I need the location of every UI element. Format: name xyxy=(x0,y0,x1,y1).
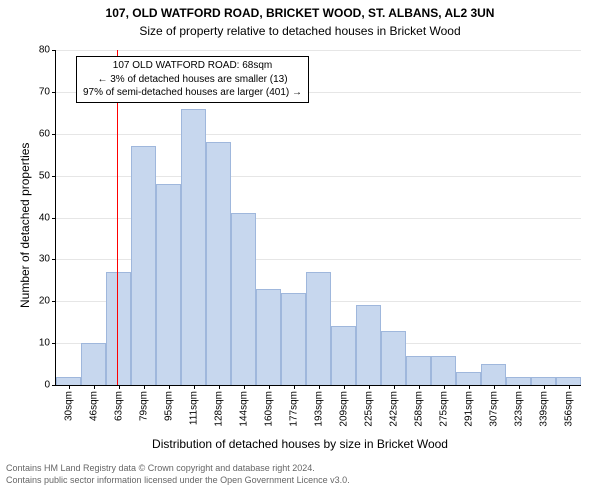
histogram-bar xyxy=(181,109,206,385)
attribution-line-1: Contains HM Land Registry data © Crown c… xyxy=(6,463,350,475)
x-tick-label: 128sqm xyxy=(213,385,224,427)
x-tick-label: 242sqm xyxy=(388,385,399,427)
histogram-bar xyxy=(356,305,381,385)
y-tick-label: 40 xyxy=(39,212,56,223)
histogram-bar xyxy=(506,377,531,385)
histogram-bar xyxy=(406,356,431,385)
annotation-box: 107 OLD WATFORD ROAD: 68sqm← 3% of detac… xyxy=(76,56,309,103)
x-tick-label: 225sqm xyxy=(363,385,374,427)
annotation-line: 97% of semi-detached houses are larger (… xyxy=(83,86,302,100)
y-tick-label: 60 xyxy=(39,128,56,139)
x-tick-label: 111sqm xyxy=(188,385,199,425)
x-axis-label: Distribution of detached houses by size … xyxy=(0,437,600,451)
y-tick-label: 0 xyxy=(44,380,56,391)
attribution-line-2: Contains public sector information licen… xyxy=(6,475,350,487)
y-tick-label: 10 xyxy=(39,338,56,349)
histogram-bar xyxy=(106,272,131,385)
annotation-line: ← 3% of detached houses are smaller (13) xyxy=(83,73,302,87)
x-tick-label: 46sqm xyxy=(88,385,99,421)
x-tick-label: 160sqm xyxy=(263,385,274,427)
y-tick-label: 50 xyxy=(39,170,56,181)
histogram-bar xyxy=(381,331,406,385)
x-tick-label: 144sqm xyxy=(238,385,249,427)
histogram-bar xyxy=(56,377,81,385)
histogram-bar xyxy=(281,293,306,385)
histogram-bar xyxy=(306,272,331,385)
y-tick-label: 20 xyxy=(39,296,56,307)
y-axis-label: Number of detached properties xyxy=(18,143,32,308)
histogram-chart: 107, OLD WATFORD ROAD, BRICKET WOOD, ST.… xyxy=(0,0,600,500)
histogram-bar xyxy=(556,377,581,385)
histogram-bar xyxy=(231,213,256,385)
gridline xyxy=(56,50,581,51)
x-tick-label: 193sqm xyxy=(313,385,324,427)
y-tick-label: 30 xyxy=(39,254,56,265)
histogram-bar xyxy=(206,142,231,385)
x-tick-label: 79sqm xyxy=(138,385,149,421)
x-tick-label: 95sqm xyxy=(163,385,174,421)
histogram-bar xyxy=(531,377,556,385)
x-tick-label: 356sqm xyxy=(563,385,574,427)
histogram-bar xyxy=(331,326,356,385)
histogram-bar xyxy=(431,356,456,385)
x-tick-label: 30sqm xyxy=(63,385,74,421)
y-tick-label: 70 xyxy=(39,86,56,97)
histogram-bar xyxy=(456,372,481,385)
histogram-bar xyxy=(156,184,181,385)
chart-title: 107, OLD WATFORD ROAD, BRICKET WOOD, ST.… xyxy=(0,6,600,20)
histogram-bar xyxy=(131,146,156,385)
histogram-bar xyxy=(81,343,106,385)
x-tick-label: 275sqm xyxy=(438,385,449,427)
x-tick-label: 177sqm xyxy=(288,385,299,427)
chart-subtitle: Size of property relative to detached ho… xyxy=(0,24,600,38)
y-tick-label: 80 xyxy=(39,45,56,56)
histogram-bar xyxy=(481,364,506,385)
x-tick-label: 209sqm xyxy=(338,385,349,427)
x-tick-label: 63sqm xyxy=(113,385,124,421)
annotation-line: 107 OLD WATFORD ROAD: 68sqm xyxy=(83,59,302,73)
x-tick-label: 339sqm xyxy=(538,385,549,427)
histogram-bar xyxy=(256,289,281,385)
x-tick-label: 258sqm xyxy=(413,385,424,427)
plot-area: 0102030405060708030sqm46sqm63sqm79sqm95s… xyxy=(55,50,581,386)
attribution-text: Contains HM Land Registry data © Crown c… xyxy=(6,463,350,486)
x-tick-label: 323sqm xyxy=(513,385,524,427)
x-tick-label: 307sqm xyxy=(488,385,499,427)
x-tick-label: 291sqm xyxy=(463,385,474,427)
gridline xyxy=(56,134,581,135)
